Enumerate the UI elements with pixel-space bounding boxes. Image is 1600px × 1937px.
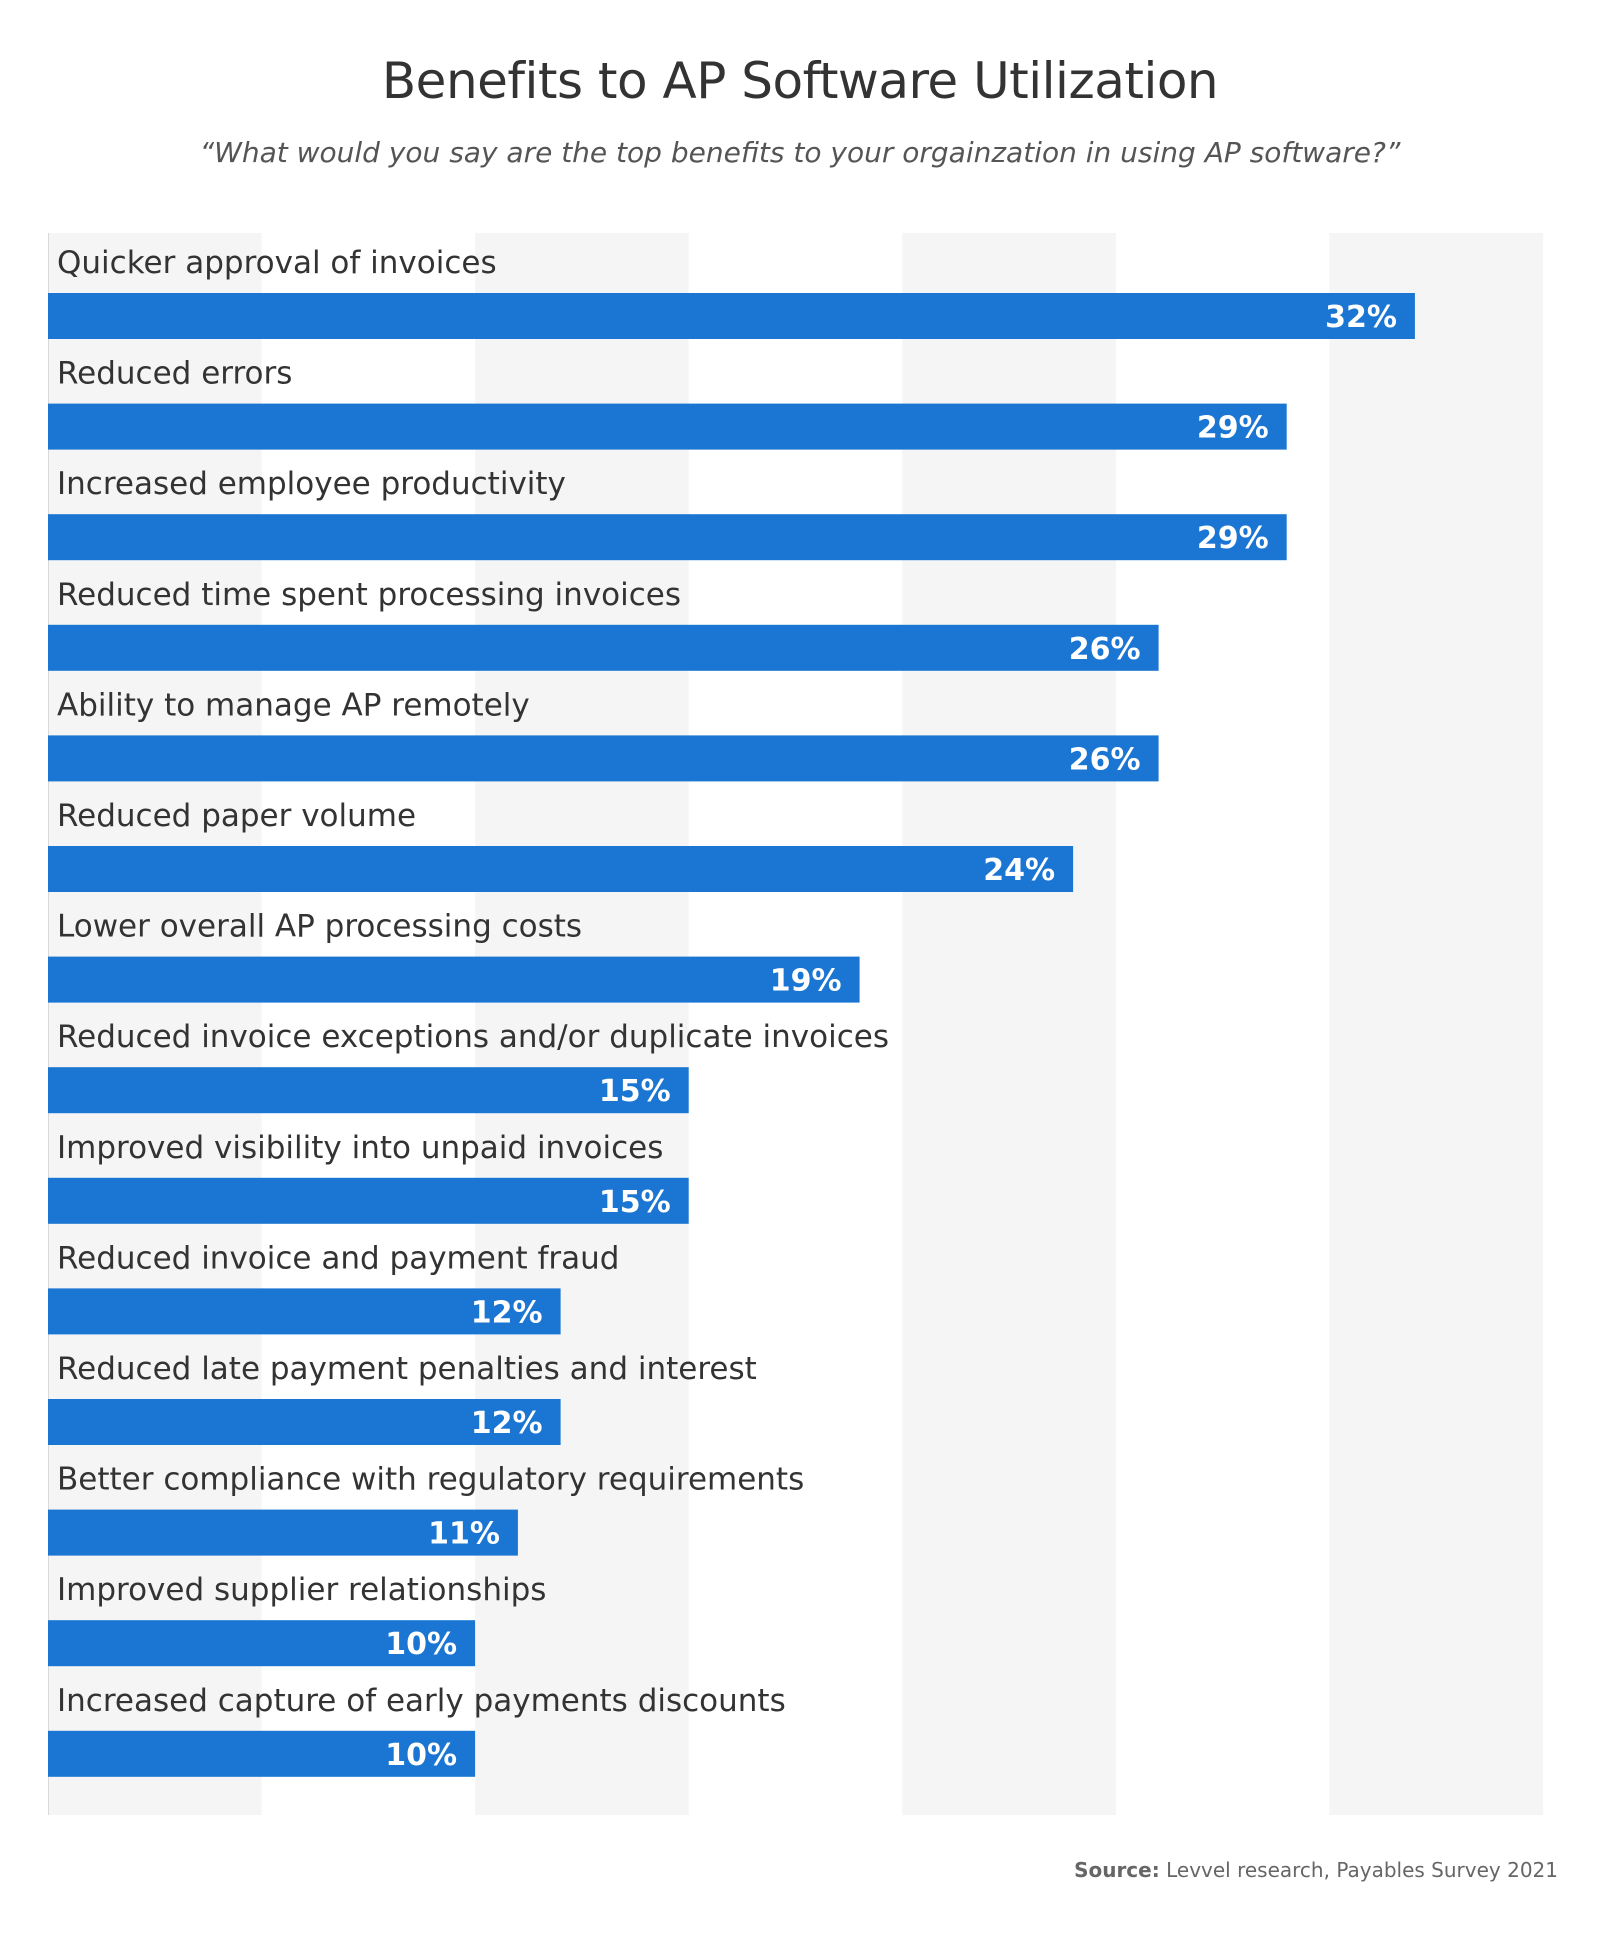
category-label: Reduced paper volume: [57, 798, 416, 834]
bar: [48, 624, 1159, 671]
source-label: Source:: [1074, 1858, 1160, 1882]
category-label: Reduced invoice and payment fraud: [57, 1240, 619, 1276]
category-label: Better compliance with regulatory requir…: [57, 1462, 804, 1498]
bar: [48, 1288, 561, 1335]
source-text: Levvel research, Payables Survey 2021: [1159, 1858, 1558, 1882]
bar: [48, 1730, 476, 1777]
data-label: 12%: [471, 1295, 543, 1330]
bar: [48, 956, 860, 1003]
bar: [48, 1067, 689, 1114]
data-label: 26%: [1069, 742, 1141, 777]
data-label: 32%: [1325, 300, 1397, 335]
grid-band: [902, 233, 1116, 1815]
data-label: 19%: [770, 964, 842, 999]
bar: [48, 293, 1415, 339]
data-label: 10%: [385, 1627, 457, 1662]
bar: [48, 1399, 561, 1445]
bar: [48, 514, 1287, 561]
chart-subtitle: “What would you say are the top benefits…: [199, 136, 1401, 169]
category-label: Increased employee productivity: [57, 466, 566, 502]
category-label: Reduced time spent processing invoices: [57, 577, 681, 613]
category-label: Improved visibility into unpaid invoices: [57, 1130, 663, 1166]
bar: [48, 1177, 689, 1224]
bar: [48, 735, 1159, 782]
chart-title: Benefits to AP Software Utilization: [381, 52, 1219, 110]
data-label: 11%: [428, 1517, 500, 1552]
data-label: 24%: [983, 853, 1055, 888]
data-label: 26%: [1069, 632, 1141, 667]
bar: [48, 1620, 476, 1667]
bar-chart: Quicker approval of invoices 32% Reduced e…: [48, 233, 1543, 1815]
category-label: Ability to manage AP remotely: [57, 687, 530, 723]
source-note: Source: Levvel research, Payables Survey…: [1074, 1858, 1558, 1882]
bar: [48, 403, 1287, 450]
bar: [48, 846, 1074, 892]
bar: [48, 1509, 518, 1556]
data-label: 29%: [1197, 411, 1269, 446]
category-label: Reduced late payment penalties and inter…: [57, 1351, 757, 1387]
category-label: Reduced invoice exceptions and/or duplic…: [57, 1019, 889, 1055]
data-label: 10%: [385, 1738, 457, 1773]
grid-band: [1329, 233, 1543, 1815]
data-label: 15%: [599, 1074, 671, 1109]
category-label: Reduced errors: [57, 356, 292, 392]
chart-svg: Quicker approval of invoices 32% Reduced e…: [48, 233, 1543, 1815]
data-label: 15%: [599, 1185, 671, 1220]
category-label: Improved supplier relationships: [57, 1572, 546, 1608]
data-label: 29%: [1197, 521, 1269, 556]
data-label: 12%: [471, 1406, 543, 1441]
category-label: Lower overall AP processing costs: [57, 909, 582, 945]
category-label: Quicker approval of invoices: [57, 245, 497, 281]
category-label: Increased capture of early payments disc…: [57, 1683, 786, 1719]
